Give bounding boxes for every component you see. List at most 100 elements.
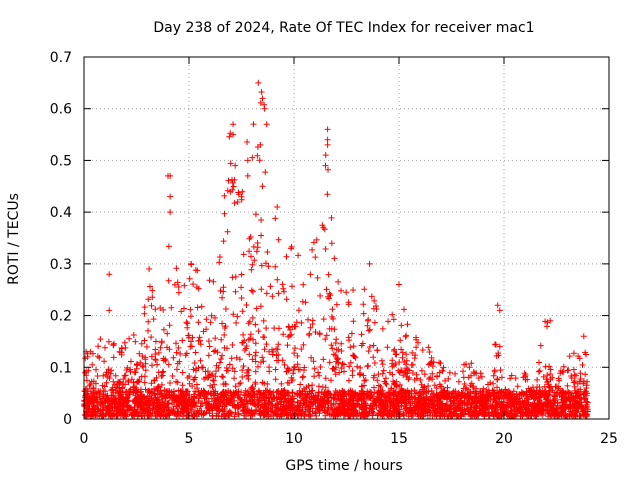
data-point xyxy=(294,398,301,405)
data-point xyxy=(346,337,352,344)
data-point xyxy=(403,365,410,372)
data-point xyxy=(96,354,103,361)
data-point xyxy=(219,320,226,327)
data-point xyxy=(537,342,544,349)
data-point xyxy=(326,295,333,302)
data-point xyxy=(262,400,268,407)
data-point xyxy=(198,303,205,310)
data-point xyxy=(365,362,372,369)
data-point xyxy=(95,405,101,412)
data-point xyxy=(258,286,265,293)
data-point xyxy=(116,379,123,386)
data-point xyxy=(232,273,239,280)
data-point-peak xyxy=(263,121,270,128)
data-point xyxy=(247,234,254,240)
data-point xyxy=(226,133,233,140)
data-point xyxy=(139,353,146,359)
data-point xyxy=(130,332,137,338)
data-point xyxy=(281,387,288,394)
data-point xyxy=(152,338,159,345)
data-point xyxy=(240,251,247,258)
data-point xyxy=(387,403,394,410)
data-point xyxy=(237,395,243,402)
data-point xyxy=(455,391,461,398)
data-point xyxy=(332,352,339,359)
data-point xyxy=(466,364,473,371)
data-point xyxy=(309,246,316,253)
data-point xyxy=(188,338,194,345)
data-point xyxy=(508,407,515,414)
data-point xyxy=(401,397,408,404)
data-point xyxy=(101,358,108,365)
data-point xyxy=(217,287,224,294)
data-point xyxy=(132,369,139,376)
data-point xyxy=(200,412,207,418)
data-point xyxy=(397,337,404,344)
data-point xyxy=(324,191,331,198)
data-point xyxy=(171,281,178,288)
data-point xyxy=(354,391,361,398)
data-point xyxy=(508,392,515,399)
data-point xyxy=(262,169,269,176)
y-tick-label: 0.6 xyxy=(50,102,72,118)
data-point-peak xyxy=(230,121,237,128)
data-point xyxy=(279,410,286,417)
data-point xyxy=(219,373,225,380)
data-point-peak xyxy=(257,141,264,148)
data-point xyxy=(145,327,151,334)
data-point xyxy=(496,388,503,395)
data-point xyxy=(312,254,319,261)
data-point xyxy=(439,367,446,374)
data-point xyxy=(163,412,170,419)
data-point xyxy=(218,336,225,343)
data-point xyxy=(401,306,407,313)
data-point xyxy=(122,344,129,351)
data-point xyxy=(485,410,491,417)
data-point xyxy=(275,341,282,348)
data-point xyxy=(130,389,137,396)
data-point xyxy=(181,305,187,312)
data-point xyxy=(236,356,243,363)
data-point xyxy=(570,379,577,386)
data-point xyxy=(97,401,104,408)
data-point xyxy=(471,405,478,411)
data-point xyxy=(233,354,240,361)
x-tick-label: 20 xyxy=(495,431,513,447)
data-point xyxy=(252,340,259,347)
data-point xyxy=(195,319,202,326)
data-point xyxy=(331,255,338,262)
data-point xyxy=(480,385,487,392)
data-point xyxy=(226,361,233,368)
data-point xyxy=(112,372,119,379)
data-point xyxy=(169,373,176,379)
data-point xyxy=(317,292,324,299)
data-point xyxy=(439,412,446,419)
data-point xyxy=(403,357,410,364)
data-point xyxy=(461,361,468,368)
data-point xyxy=(530,384,536,391)
data-point xyxy=(148,380,155,387)
data-point xyxy=(166,322,173,329)
data-point xyxy=(255,363,261,370)
data-point xyxy=(190,411,197,418)
data-point xyxy=(191,376,198,383)
data-point xyxy=(348,406,355,412)
data-point xyxy=(520,400,527,407)
data-point xyxy=(380,392,386,399)
data-point xyxy=(314,403,321,410)
data-point xyxy=(401,412,408,419)
data-point xyxy=(175,284,182,290)
data-point xyxy=(285,333,292,340)
data-point-peak xyxy=(324,136,331,143)
data-point xyxy=(205,398,212,405)
data-point xyxy=(258,232,265,239)
data-point xyxy=(491,368,498,375)
data-point xyxy=(494,403,501,410)
data-point xyxy=(566,403,573,410)
data-point xyxy=(184,374,191,381)
data-point xyxy=(219,294,226,301)
data-point xyxy=(170,409,177,415)
data-point xyxy=(349,367,356,374)
data-point xyxy=(310,395,317,402)
data-point xyxy=(234,313,241,320)
